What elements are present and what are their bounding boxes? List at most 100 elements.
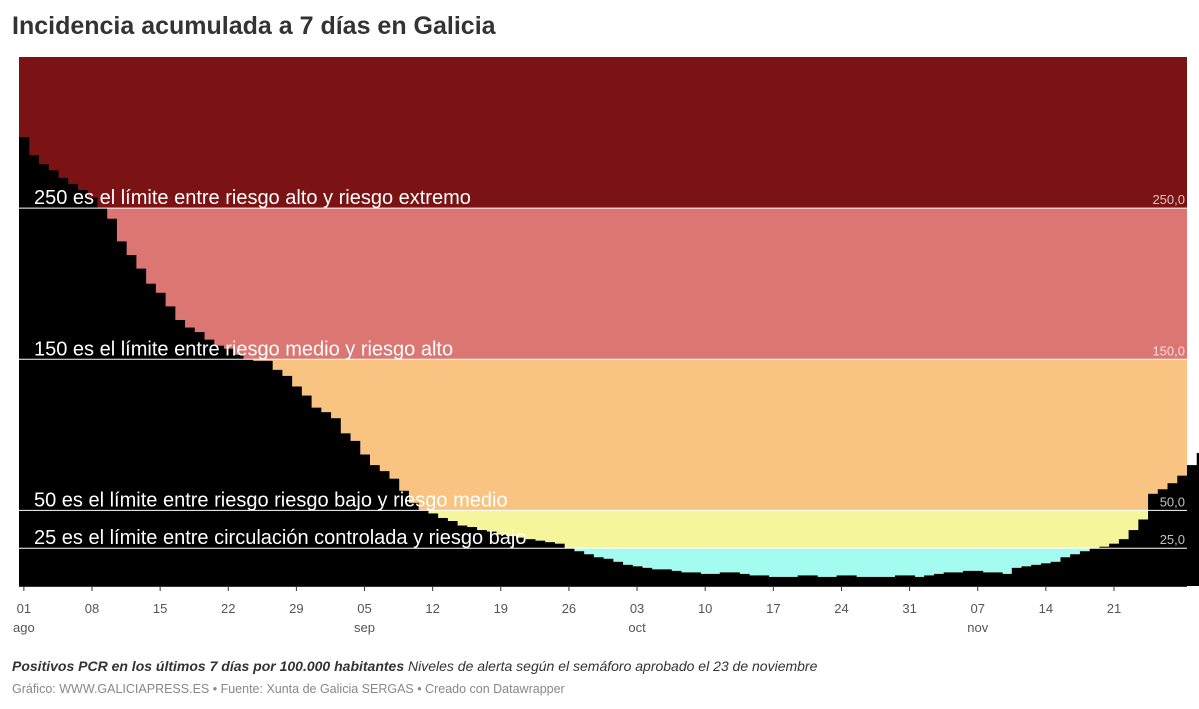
bar xyxy=(1109,543,1120,586)
bar xyxy=(749,575,760,586)
bar xyxy=(661,569,672,586)
x-tick-label: 14 xyxy=(1039,601,1053,616)
x-tick-label: 17 xyxy=(766,601,780,616)
bar xyxy=(155,292,166,586)
bar xyxy=(301,395,312,586)
x-tick-label: 29 xyxy=(289,601,303,616)
bar xyxy=(67,183,78,586)
bar xyxy=(671,570,682,586)
bar xyxy=(544,542,555,586)
bar xyxy=(768,576,779,586)
bar xyxy=(593,557,604,586)
bar xyxy=(427,513,439,586)
bar xyxy=(729,572,740,586)
bar xyxy=(943,572,954,586)
bar xyxy=(408,502,419,586)
threshold-annotation: 250 es el límite entre riesgo alto y rie… xyxy=(34,187,471,209)
bar xyxy=(194,332,205,586)
chart-notes: Positivos PCR en los últimos 7 días por … xyxy=(12,658,817,674)
bar xyxy=(836,575,847,586)
bar xyxy=(1031,564,1042,586)
bar xyxy=(632,566,643,586)
bar xyxy=(330,418,341,586)
bar xyxy=(1099,546,1110,586)
bar xyxy=(846,575,857,586)
bar xyxy=(875,576,886,586)
bar xyxy=(1196,452,1199,586)
bar xyxy=(349,440,361,586)
bar xyxy=(797,575,808,586)
bar xyxy=(972,570,984,586)
bar xyxy=(495,534,507,586)
bar xyxy=(534,540,546,586)
bar xyxy=(476,530,487,586)
bar xyxy=(466,527,478,586)
bar xyxy=(554,543,565,586)
bar xyxy=(1011,567,1023,586)
x-tick-label: 26 xyxy=(562,601,576,616)
threshold-annotations: 25,0 25 es el límite entre circulación co… xyxy=(34,187,1185,549)
bar xyxy=(963,570,974,586)
bar xyxy=(1138,519,1149,586)
threshold-annotation: 150 es el límite entre riesgo medio y ri… xyxy=(34,338,453,360)
chart-footer: Gráfico: WWW.GALICIAPRESS.ES • Fuente: X… xyxy=(12,682,565,696)
bar xyxy=(739,573,750,586)
x-tick-label: 10 xyxy=(698,601,712,616)
bar xyxy=(603,558,614,586)
bar xyxy=(223,348,234,586)
bar xyxy=(1089,548,1100,586)
bar xyxy=(379,471,390,586)
bar xyxy=(48,170,59,587)
x-tick-label: 15 xyxy=(153,601,167,616)
bar xyxy=(710,573,721,586)
threshold-value-label: 50,0 xyxy=(1160,494,1185,509)
bar xyxy=(787,576,799,586)
bar xyxy=(1050,561,1062,586)
bar xyxy=(28,155,40,587)
bar xyxy=(87,197,98,586)
bar xyxy=(281,375,293,586)
bar xyxy=(106,218,117,586)
bar xyxy=(1177,475,1188,586)
bar xyxy=(437,517,448,586)
x-axis: 01 ago 08 15 22 29 05 sep 12 19 26 03 oct 10 17 24 31 07 n… xyxy=(13,586,1187,635)
bar xyxy=(641,567,653,586)
bar xyxy=(486,531,497,586)
x-tick-label: 12 xyxy=(425,601,439,616)
bar xyxy=(340,433,351,586)
bar xyxy=(233,354,244,586)
bar xyxy=(252,360,263,586)
bar xyxy=(145,283,156,586)
bar xyxy=(1157,489,1169,586)
bar xyxy=(564,548,575,586)
bar xyxy=(116,241,127,586)
bar xyxy=(1060,557,1071,586)
x-tick-label: 07 xyxy=(970,601,984,616)
bar xyxy=(1148,493,1159,586)
bar xyxy=(272,369,283,586)
threshold-value-label: 250,0 xyxy=(1152,192,1185,207)
bar xyxy=(174,319,186,586)
bar xyxy=(690,572,701,586)
threshold-value-label: 150,0 xyxy=(1152,343,1185,358)
bar xyxy=(515,537,526,586)
bar xyxy=(291,386,302,586)
bar xyxy=(1079,551,1091,586)
bar xyxy=(38,164,49,586)
bar xyxy=(719,572,731,586)
x-tick-month-label: sep xyxy=(354,620,375,635)
bar xyxy=(77,190,88,586)
x-tick-label: 08 xyxy=(85,601,99,616)
threshold-value-label: 25,0 xyxy=(1160,532,1185,547)
bar xyxy=(165,306,176,586)
bar xyxy=(447,521,458,586)
x-tick-label: 31 xyxy=(902,601,916,616)
x-tick-label: 19 xyxy=(494,601,508,616)
bar xyxy=(612,561,624,586)
bar xyxy=(1167,483,1178,586)
x-tick-label: 05 xyxy=(357,601,371,616)
bar xyxy=(826,576,838,586)
risk-bands xyxy=(19,57,1187,586)
chart-title: Incidencia acumulada a 7 días en Galicia xyxy=(12,12,496,40)
